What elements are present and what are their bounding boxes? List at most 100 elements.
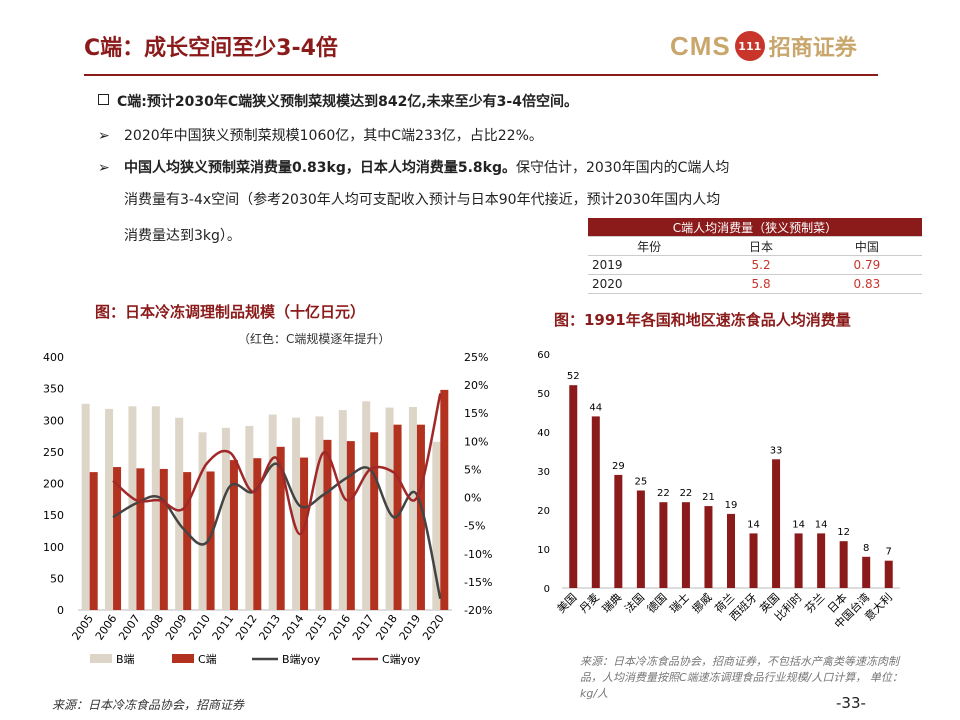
bar [884,560,893,588]
bar-c-end [346,441,355,610]
bar [794,533,803,588]
legend-label: B端 [116,653,135,666]
y-left-tick-label: 300 [43,414,64,427]
page-title: C端：成长空间至少3-4倍 [84,36,338,61]
square-bullet-icon [98,94,109,105]
y-right-tick-label: 25% [464,351,488,364]
data-label: 14 [792,519,805,530]
bar-c-end [206,471,215,610]
legend-swatch [90,654,112,663]
x-tick-label: 2015 [303,612,330,642]
bullet-consumption-line2: 消费量有3-4x空间（参考2030年人均可支配收入预计与日本90年代接近，预计2… [124,192,721,208]
bar-c-end [300,457,309,610]
y-right-tick-label: -20% [464,604,492,617]
bar-b-end [315,416,324,610]
y-right-tick-label: 0% [464,492,481,505]
chart1-subcaption: （红色：C端规模逐年提升） [238,332,391,346]
bar-b-end [292,417,301,610]
logo-company-name: 招商证券 [768,36,857,61]
x-tick-label: 2014 [280,612,307,642]
bar [591,416,600,588]
bar-c-end [159,468,168,610]
cell-japan: 5.2 [710,255,812,275]
data-label: 25 [634,477,647,488]
x-tick-label: 2008 [140,612,167,642]
y-tick-label: 50 [537,389,550,400]
bar-b-end [198,432,207,610]
x-tick-label: 2019 [397,612,424,642]
logo-cms-text: CMS [670,30,731,61]
bar-b-end [338,410,347,610]
table-header: C端人均消费量（狭义预制菜） [588,218,922,237]
data-label: 19 [725,500,738,511]
col-china: 中国 [811,236,922,256]
bar-c-end [136,468,145,610]
x-tick-label: 德国 [644,590,669,615]
table-row: 2019 5.2 0.79 [588,255,922,275]
cms-logo: CMS 111 招商证券 [670,26,857,66]
table-row: 2020 5.8 0.83 [588,274,922,294]
bar [659,502,668,588]
x-tick-label: 2013 [256,612,283,642]
bullet-consumption: ➢ 中国人均狭义预制菜消费量0.83kg，日本人均消费量5.8kg。保守估计，20… [98,158,729,178]
bullet-market-size: ➢ 2020年中国狭义预制菜规模1060亿，其中C端233亿，占比22%。 [98,126,543,146]
y-left-tick-label: 50 [50,572,64,585]
bar-c-end [113,467,122,610]
bar [772,459,781,588]
bar-b-end [221,427,230,610]
legend-label: C端 [198,653,217,666]
bar-c-end [253,458,262,610]
bar-b-end [151,406,160,610]
data-label: 14 [747,519,760,530]
bar-c-end [440,389,449,610]
cell-japan: 5.8 [710,274,812,294]
frozen-consumption-chart: 0 10 20 30 40 50 60 52 美国 44 丹麦 29 瑞典 25 法国 22 德国 22 瑞士 21 挪… [537,350,900,631]
legend-label: C端yoy [382,653,421,666]
consumption-table: C端人均消费量（狭义预制菜） 年份 日本 中国 2019 5.2 0.79 20… [588,218,922,294]
bullet-text: 2020年中国狭义预制菜规模1060亿，其中C端233亿，占比22%。 [124,128,543,144]
bar [749,533,758,588]
bar-b-end [362,401,371,610]
bar-c-end [89,472,98,610]
y-tick-label: 20 [537,506,550,517]
legend-label: B端yoy [282,653,321,666]
bar [817,533,826,588]
bar-c-end [323,439,332,610]
title-divider [84,74,878,76]
data-label: 22 [680,488,693,499]
y-left-tick-label: 250 [43,446,64,459]
page-number: -33- [836,694,866,712]
data-label: 21 [702,492,715,503]
bar [727,513,735,588]
y-right-tick-label: 20% [464,379,488,392]
bar-b-end [385,407,394,610]
x-tick-label: 法国 [622,590,647,615]
bar [839,541,848,588]
bar [614,474,623,588]
x-tick-label: 2005 [69,612,96,642]
col-year: 年份 [588,236,711,256]
x-tick-label: 2006 [93,612,120,642]
y-tick-label: 0 [544,584,550,595]
bullet-text: 保守估计，2030年国内的C端人均 [516,160,730,176]
y-tick-label: 10 [537,545,550,556]
bar [862,556,871,588]
data-label: 12 [837,527,850,538]
bar-c-end [276,446,285,610]
x-tick-label: 2010 [186,612,213,642]
x-tick-label: 美国 [555,591,580,616]
y-left-tick-label: 150 [43,509,64,522]
data-label: 29 [612,461,625,472]
y-tick-label: 60 [537,350,550,361]
line-c-end-yoy [112,393,442,536]
bar-b-end [432,441,441,610]
y-right-tick-label: -10% [464,548,492,561]
x-tick-label: 2017 [350,612,377,642]
y-left-tick-label: 100 [43,541,64,554]
data-label: 44 [589,402,602,413]
bullet-consumption-line3: 消费量达到3kg）。 [124,228,241,244]
bullet-c-end-forecast: C端:预计2030年C端狭义预制菜规模达到842亿,未来至少有3-4倍空间。 [98,92,578,112]
table-column-row: 年份 日本 中国 [588,236,922,256]
legend-swatch [172,654,194,663]
bar-c-end [370,432,379,610]
